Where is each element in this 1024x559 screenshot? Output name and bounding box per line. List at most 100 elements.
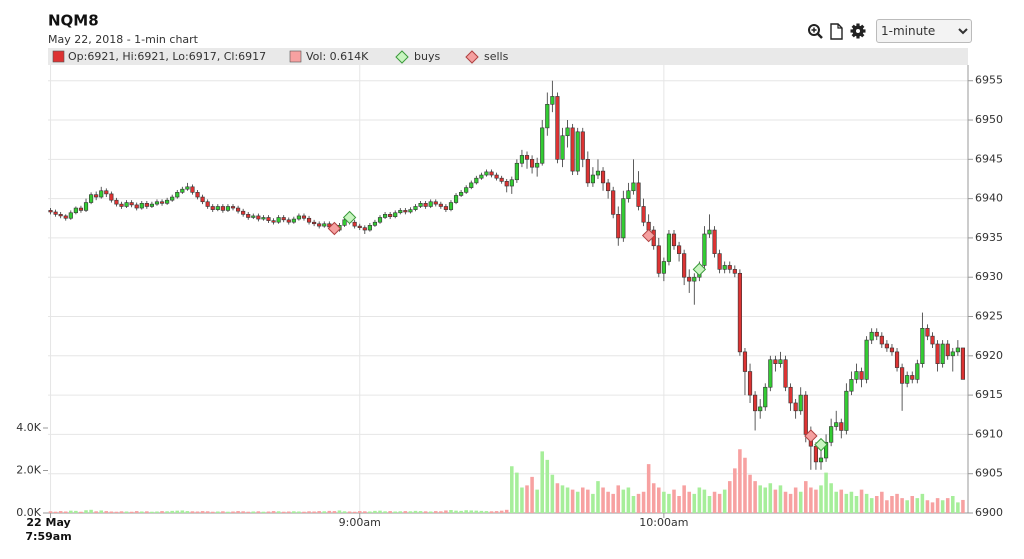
candle-body <box>205 201 210 207</box>
candle-body <box>524 155 530 160</box>
volume-bar <box>530 476 534 513</box>
volume-bar <box>580 487 585 513</box>
candle-body <box>768 359 773 388</box>
interval-select[interactable]: 1-minute <box>876 19 972 43</box>
volume-bar <box>469 510 474 513</box>
volume-bar <box>150 511 154 513</box>
candle-body <box>190 186 195 193</box>
candle-body <box>48 210 53 213</box>
volume-bar <box>935 498 940 513</box>
legend-swatch <box>465 50 479 64</box>
volume-bar <box>940 500 945 513</box>
candle-body <box>271 220 276 223</box>
candle-body <box>747 371 753 396</box>
volume-bar <box>408 511 413 513</box>
candle-body <box>661 261 666 274</box>
candle-body <box>499 177 504 182</box>
candle-body <box>550 96 555 105</box>
volume-bar <box>134 511 139 513</box>
volume-bar <box>413 510 418 513</box>
candle-body <box>89 194 94 203</box>
candle-body <box>621 198 626 239</box>
volume-bar <box>332 511 337 513</box>
candle-body <box>742 351 748 372</box>
candle-body <box>530 159 535 168</box>
candle-body <box>256 215 261 220</box>
volume-bar <box>129 511 134 513</box>
x-tick-label: 10:00am <box>639 516 688 529</box>
candle-body <box>246 214 251 218</box>
candle-body <box>717 253 722 270</box>
volume-tick-label: 2.0K <box>16 464 41 477</box>
candle-body <box>144 203 149 207</box>
candle-body <box>428 201 433 207</box>
volume-bar <box>535 489 539 513</box>
volume-bar <box>89 509 93 513</box>
candle-body <box>773 359 778 364</box>
candle-body <box>322 223 327 227</box>
zoom-icon[interactable] <box>808 24 823 39</box>
candle-body <box>788 386 793 404</box>
volume-bar <box>667 493 671 513</box>
volume-bar <box>398 511 403 513</box>
candle-body <box>58 214 63 217</box>
candle-body <box>403 210 408 213</box>
volume-bar <box>930 502 935 513</box>
candle-body <box>154 201 160 205</box>
candle-body <box>301 215 307 219</box>
settings-icon[interactable] <box>850 23 866 39</box>
volume-bar <box>484 511 489 513</box>
volume-bar <box>905 500 909 513</box>
x-tick-label: 9:00am <box>339 516 381 529</box>
volume-bar <box>692 493 697 513</box>
volume-bar <box>738 449 742 513</box>
candle-body <box>829 426 834 443</box>
volume-bar <box>641 491 646 513</box>
volume-bar <box>383 511 387 513</box>
candle-body <box>803 394 808 435</box>
candle-body <box>732 269 737 274</box>
export-icon[interactable] <box>830 23 843 40</box>
volume-bar <box>393 511 397 513</box>
volume-bar <box>773 489 778 513</box>
candle-body <box>489 171 494 176</box>
volume-bar <box>94 511 98 513</box>
volume-bar <box>793 487 798 513</box>
volume-bar <box>69 510 73 513</box>
volume-bar <box>210 511 215 513</box>
volume-bar <box>768 483 773 513</box>
y-tick-label: 6910 <box>975 427 1003 440</box>
candle-body <box>839 422 844 431</box>
candle-body <box>474 177 479 184</box>
candle-body <box>398 210 403 214</box>
volume-bar <box>722 489 727 513</box>
volume-bar <box>363 511 367 513</box>
volume-bar <box>281 511 286 513</box>
candle-body <box>195 192 200 198</box>
volume-bar <box>814 489 818 513</box>
volume-bar <box>601 487 605 513</box>
volume-bar <box>63 511 68 513</box>
candle-body <box>540 127 545 164</box>
chart-title: NQM8 <box>48 12 99 30</box>
candle-body <box>879 335 884 345</box>
volume-bar <box>271 511 276 513</box>
volume-bar <box>672 489 676 513</box>
volume-bar <box>733 468 737 513</box>
volume-bar <box>489 511 494 513</box>
candle-body <box>940 343 945 364</box>
volume-bar <box>276 511 281 513</box>
volume-bar <box>317 511 321 513</box>
candle-body <box>823 441 829 459</box>
candle-body <box>220 206 225 211</box>
volume-bar <box>266 511 271 513</box>
candle-body <box>165 199 170 204</box>
y-tick-label: 6945 <box>975 152 1003 165</box>
volume-bar <box>53 511 58 513</box>
volume-bar <box>322 511 327 513</box>
candle-body <box>575 131 580 172</box>
y-tick-label: 6955 <box>975 74 1003 87</box>
volume-bar <box>646 464 651 513</box>
candle-body <box>864 339 869 380</box>
volume-bar <box>428 511 433 513</box>
